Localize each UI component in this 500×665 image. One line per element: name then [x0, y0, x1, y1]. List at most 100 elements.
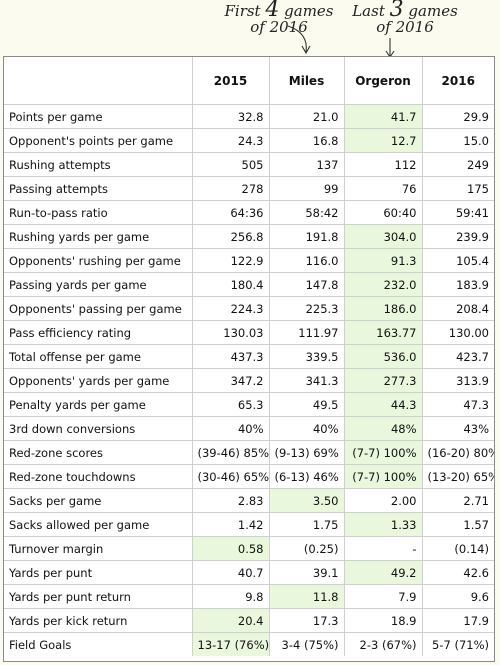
table-cell: 105.4 [421, 248, 494, 273]
miles-annotation: First 4 games of 2016 [224, 0, 334, 55]
table-row: Total offense per game 437.3 339.5 536.0 423… [4, 344, 494, 369]
annotation-text: games [284, 2, 334, 20]
table-cell: 48% [343, 416, 423, 441]
table-cell: 423.7 [421, 344, 494, 369]
table-row: Passing yards per game 180.4 147.8 232.0 183… [4, 272, 494, 297]
table-cell: 29.9 [421, 104, 494, 129]
table-row: Rushing attempts 505 137 112 249 [4, 152, 494, 177]
row-label: Sacks per game [4, 488, 193, 513]
table-cell: 505 [191, 152, 270, 177]
row-label: Opponents' yards per game [4, 368, 193, 393]
table-cell: 41.7 [343, 104, 423, 129]
row-label: Passing yards per game [4, 272, 193, 297]
row-label: Total offense per game [4, 344, 193, 369]
table-row: Opponents' rushing per game 122.9 116.0 91.… [4, 248, 494, 273]
table-cell: 277.3 [343, 368, 423, 393]
table-cell: (13-20) 65% [421, 464, 494, 489]
table-cell: 11.8 [268, 584, 345, 609]
row-label: Opponent's points per game [4, 128, 193, 153]
header-2015: 2015 [191, 57, 270, 105]
table-row: Yards per punt return 9.8 11.8 7.9 9.6 [4, 584, 494, 609]
table-cell: 39.1 [268, 560, 345, 585]
header-miles: Miles [268, 57, 345, 105]
table-row: Yards per punt 40.7 39.1 49.2 42.6 [4, 560, 494, 585]
table-cell: 49.5 [268, 392, 345, 417]
row-label: Yards per punt return [4, 584, 193, 609]
row-label: Run-to-pass ratio [4, 200, 193, 225]
table-cell: 64:36 [191, 200, 270, 225]
table-cell: 32.8 [191, 104, 270, 129]
table-cell: 147.8 [268, 272, 345, 297]
row-label: Pass efficiency rating [4, 320, 193, 345]
table-cell: 59:41 [421, 200, 494, 225]
table-cell: 122.9 [191, 248, 270, 273]
header-2016: 2016 [421, 57, 494, 105]
table-cell: 112 [343, 152, 423, 177]
table-cell: 17.3 [268, 608, 345, 633]
table-cell: 2.71 [421, 488, 494, 513]
table-cell: 12.7 [343, 128, 423, 153]
row-label: Opponents' passing per game [4, 296, 193, 321]
table-cell: 7.9 [343, 584, 423, 609]
table-cell: 3-4 (75%) [268, 632, 345, 656]
table-cell: 13-17 (76%) [191, 632, 270, 656]
table-cell: 116.0 [268, 248, 345, 273]
table-cell: 40% [268, 416, 345, 441]
table-cell: (6-13) 46% [268, 464, 345, 489]
table-cell: 15.0 [421, 128, 494, 153]
table-cell: 347.2 [191, 368, 270, 393]
table-cell: 183.9 [421, 272, 494, 297]
table-cell: 5-7 (71%) [421, 632, 494, 656]
table-cell: 17.9 [421, 608, 494, 633]
header-orgeron: Orgeron [343, 57, 423, 105]
table-cell: 20.4 [191, 608, 270, 633]
table-cell: 224.3 [191, 296, 270, 321]
table-cell: 111.97 [268, 320, 345, 345]
table-cell: 3.50 [268, 488, 345, 513]
table-cell: (0.25) [268, 536, 345, 561]
table-cell: (7-7) 100% [343, 440, 423, 465]
table-cell: 191.8 [268, 224, 345, 249]
arrow-icon [287, 25, 311, 55]
row-label: Passing attempts [4, 176, 193, 201]
table-cell: 99 [268, 176, 345, 201]
table-row: Red-zone touchdowns (30-46) 65% (6-13) 46%… [4, 464, 494, 489]
table-row: Sacks per game 2.83 3.50 2.00 2.71 [4, 488, 494, 513]
table-cell: 313.9 [421, 368, 494, 393]
table-cell: 163.77 [343, 320, 423, 345]
table-row: Opponents' yards per game 347.2 341.3 277.3… [4, 368, 494, 393]
table-cell: 175 [421, 176, 494, 201]
table-cell: 2-3 (67%) [343, 632, 423, 656]
table-cell: 47.3 [421, 392, 494, 417]
row-label: Yards per kick return [4, 608, 193, 633]
table-cell: 58:42 [268, 200, 345, 225]
table-cell: 2.83 [191, 488, 270, 513]
table-cell: 2.00 [343, 488, 423, 513]
table-cell: 232.0 [343, 272, 423, 297]
table-cell: 1.75 [268, 512, 345, 537]
table-row: Pass efficiency rating 130.03 111.97 163.77… [4, 320, 494, 345]
table-row: Sacks allowed per game 1.42 1.75 1.33 1.57 [4, 512, 494, 537]
row-label: Yards per punt [4, 560, 193, 585]
row-label: Rushing yards per game [4, 224, 193, 249]
annotation-text: games [408, 2, 458, 20]
table-cell: 249 [421, 152, 494, 177]
table-cell: 18.9 [343, 608, 423, 633]
table-row: Points per game 32.8 21.0 41.7 29.9 [4, 104, 494, 129]
table-cell: 341.3 [268, 368, 345, 393]
table-cell: (7-7) 100% [343, 464, 423, 489]
annotation-number: 4 [265, 0, 280, 22]
orgeron-annotation: Last 3 games of 2016 [350, 0, 460, 58]
table-cell: 225.3 [268, 296, 345, 321]
table-row: Yards per kick return 20.4 17.3 18.9 17.9 [4, 608, 494, 633]
table-cell: 186.0 [343, 296, 423, 321]
table-cell: (39-46) 85% [191, 440, 270, 465]
table-cell: 208.4 [421, 296, 494, 321]
annotation-number: 3 [389, 0, 404, 22]
table-cell: - [343, 536, 423, 561]
table-cell: 239.9 [421, 224, 494, 249]
table-cell: 42.6 [421, 560, 494, 585]
row-label: Red-zone touchdowns [4, 464, 193, 489]
table-cell: 180.4 [191, 272, 270, 297]
table-row: Field Goals 13-17 (76%) 3-4 (75%) 2-3 (67%)… [4, 632, 494, 656]
